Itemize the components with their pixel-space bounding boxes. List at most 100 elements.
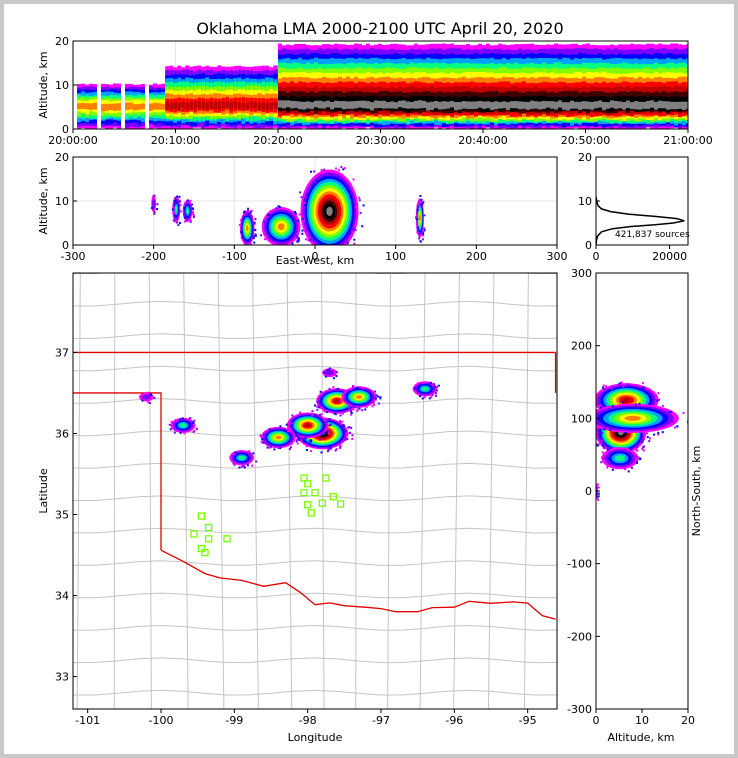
east-west-cell-3-speck (242, 213, 245, 216)
time-height-column (294, 101, 298, 108)
north-south-xtick-label-1: 10 (635, 714, 649, 727)
plan-view-cell-5-speck (414, 385, 417, 388)
plan-view-cell-0-speck (346, 432, 349, 435)
plan-view-cell-2-speck (301, 437, 304, 440)
east-west-cell-0-speck (153, 194, 156, 197)
time-height-column (253, 102, 258, 109)
plan-view-cell-4-speck (361, 387, 364, 390)
time-height-column (265, 102, 270, 111)
plan-view-cell-0-speck (339, 420, 342, 423)
north-south-ytick-label-1: -200 (567, 630, 592, 643)
east-west-cell-6-speck (417, 203, 420, 206)
time-height-column (81, 102, 85, 109)
plan-view-cell-1-speck (350, 413, 353, 416)
east-west-cell-6-speck (418, 201, 421, 204)
plan-view-cell-5-level-4 (421, 386, 429, 391)
time-height-column (570, 100, 574, 109)
plan-view-cell-3-speck (268, 446, 271, 449)
north-south-cell-0-speck (601, 444, 604, 447)
time-height-column (642, 101, 646, 109)
county-line-v (286, 273, 293, 709)
figure-frame: Oklahoma LMA 2000-2100 UTC April 20, 202… (4, 4, 734, 754)
plan-view-cell-3-speck (279, 447, 282, 450)
north-south-cell-3-speck (624, 468, 627, 471)
east-west-ytick-label-1: 10 (55, 195, 69, 208)
plan-view-cell-1-speck (334, 389, 337, 392)
plan-view-cell-7-speck (178, 418, 181, 421)
plan-view-cell-4-speck (352, 408, 355, 411)
north-south-ytick-label-3: 0 (585, 485, 592, 498)
time-height-column (626, 100, 630, 109)
time-height-column (614, 100, 618, 109)
east-west-cell-5-speck (304, 204, 307, 207)
time-height-column (326, 100, 330, 108)
time-height-column (678, 101, 682, 109)
plan-view-cell-4-speck (374, 398, 377, 401)
plan-view-cell-1-speck (325, 411, 328, 414)
north-south-cell-1-speck (592, 401, 594, 403)
north-south-panel: 0 10 20 -300 -200 -100 0 100 200 300 Altitude, km… (567, 267, 703, 744)
east-west-cell-5-speck (354, 228, 357, 231)
north-south-cell-1-speck (591, 403, 593, 405)
north-south-cell-1-speck (593, 396, 595, 398)
time-height-ytick-label-0: 0 (62, 123, 69, 136)
plan-view-cell-0-speck (346, 437, 349, 440)
plan-view-cell-5 (412, 381, 440, 400)
north-south-cell-4-speck (597, 486, 600, 489)
east-west-cell-5-speck (358, 199, 361, 202)
plan-view-cell-5-speck (437, 384, 440, 387)
plan-view-cell-0-speck (305, 445, 308, 448)
north-south-cell-2-speck (594, 423, 596, 425)
east-west-cell-4-level-7 (277, 223, 285, 231)
north-south-cell-0-speck (596, 442, 598, 445)
east-west-cell-1-speck (172, 212, 175, 215)
north-south-cell-0-speck (642, 449, 645, 452)
plan-view-cell-2-speck (330, 423, 333, 426)
east-west-cell-6-speck (423, 229, 426, 232)
east-west-cell-6 (415, 194, 426, 243)
east-west-cell-5-speck (324, 247, 326, 249)
east-west-cell-3-speck (250, 243, 253, 245)
north-south-cell-2-speck (611, 405, 614, 408)
time-height-column (149, 103, 153, 111)
time-height-column (109, 103, 113, 110)
east-west-cell-5-speck (315, 181, 318, 184)
north-south-cell-1-speck (622, 385, 625, 388)
east-west-cell-1 (171, 195, 182, 227)
east-west-xtick-label-1: -200 (141, 250, 166, 263)
time-height-column (378, 100, 382, 109)
time-height-column (225, 101, 230, 108)
plan-view-cell-6-speck (232, 461, 235, 464)
east-west-cell-5-speck (320, 251, 322, 253)
north-south-cell-4-speck (597, 492, 600, 495)
east-west-cell-4-speck (260, 234, 263, 237)
histogram-line (596, 196, 685, 245)
county-line-v (183, 273, 189, 709)
north-south-cell-2-speck (661, 431, 664, 434)
plan-view-cell-5-speck (436, 386, 439, 389)
plan-view-cell-3-speck (262, 441, 265, 444)
east-west-cell-3-speck (238, 223, 241, 226)
east-west-cell-5-speck (323, 168, 326, 171)
plan-view-cell-0-speck (326, 450, 329, 453)
east-west-cell-1-speck (176, 221, 179, 224)
station-marker-12 (190, 530, 198, 538)
plan-view-cell-1-speck (318, 406, 321, 409)
plan-view-cell-4-speck (373, 404, 376, 407)
plan-view-cell-2-level-9 (304, 423, 311, 428)
plan-view-cell-7-speck (195, 427, 198, 430)
plan-view-ticks: -101 -100 -99 -98 -97 -96 -95 33 34 35 36 37 (55, 346, 537, 727)
time-height-column (165, 101, 170, 110)
time-height-column (518, 101, 522, 110)
time-height-column (374, 100, 378, 109)
time-height-xtick-label-0: 20:00:00 (48, 134, 97, 147)
plan-view-cell-1-speck (323, 410, 326, 413)
time-height-column (426, 102, 430, 111)
east-west-cell-6-speck (421, 202, 424, 205)
east-west-cell-5-speck (354, 205, 357, 208)
east-west-cell-4-speck (278, 206, 281, 209)
plan-view-ytick-label-0: 33 (55, 671, 69, 684)
plan-view-cell-1-speck (335, 413, 338, 416)
north-south-cell-1-speck (599, 404, 602, 407)
plan-view-cell-4-speck (356, 408, 359, 411)
